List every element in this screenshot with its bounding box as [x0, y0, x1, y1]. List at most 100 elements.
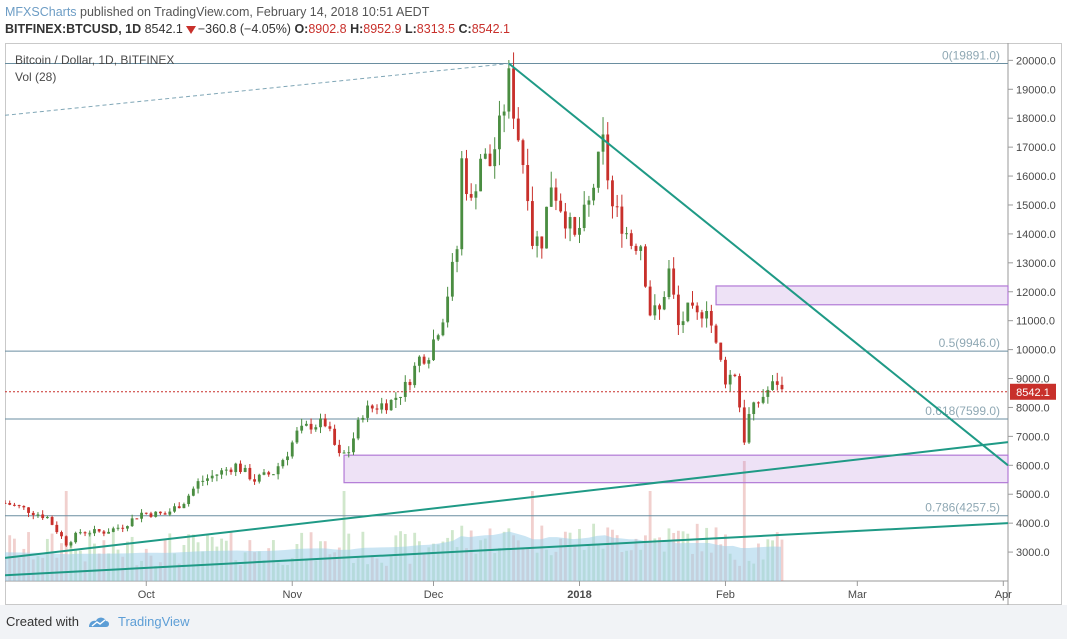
candle-up [206, 478, 209, 481]
open-label: O: [294, 22, 309, 36]
candle-up [450, 261, 454, 297]
time-axis[interactable]: Oct Nov Dec 2018 Feb Mar Apr [138, 581, 1012, 601]
candle-up [74, 532, 78, 543]
candle-up [234, 463, 238, 473]
chart-area[interactable]: 0(19891.0) 0.5(9946.0) 0.618(7599.0) 0.786(… [5, 43, 1062, 605]
candle-down [121, 527, 125, 529]
candle-up [93, 529, 96, 534]
price-axis[interactable]: 20000.0 19000.0 18000.0 17000.0 16000.0 15000… [1008, 55, 1056, 559]
candle-up [587, 200, 591, 205]
chart-header: MFXSCharts published on TradingView.com,… [0, 0, 1067, 40]
candle-down [516, 118, 520, 141]
candle-down [465, 158, 468, 195]
candle-up [460, 158, 464, 250]
candle-up [568, 217, 572, 229]
candle-down [267, 472, 271, 475]
y-tick-label: 10000.0 [1016, 345, 1056, 357]
candle-up [545, 206, 548, 249]
candle-up [601, 134, 605, 152]
candle-up [173, 506, 176, 512]
publish-info: published on TradingView.com, February 1… [80, 5, 430, 19]
candle-up [427, 360, 431, 364]
candle-down [64, 536, 68, 546]
y-tick-label: 7000.0 [1016, 431, 1050, 443]
candle-up [582, 204, 586, 228]
chart-title: Bitcoin / Dollar, 1D, BITFINEX [15, 53, 174, 67]
candle-up [389, 399, 393, 411]
candle-up [474, 191, 478, 198]
candle-down [611, 180, 614, 207]
candle-up [366, 405, 369, 418]
candle-down [629, 233, 633, 246]
open-value: 8902.8 [308, 22, 347, 36]
candle-up [45, 517, 49, 519]
candle-up [766, 389, 770, 397]
fib-level-label: 0.786(4257.5) [925, 501, 1000, 515]
candle-down [323, 418, 327, 427]
candle-up [319, 418, 322, 428]
candle-down [658, 305, 661, 310]
candle-up [69, 542, 73, 546]
last-price: 8542.1 [144, 22, 183, 36]
trendlines-layer [5, 62, 1009, 577]
candle-up [596, 151, 600, 188]
volume-bar [342, 491, 346, 581]
candle-up [286, 456, 289, 461]
candle-up [111, 528, 115, 532]
candle-up [220, 470, 224, 475]
candle-down [634, 245, 638, 251]
y-tick-label: 6000.0 [1016, 460, 1050, 472]
candle-up [761, 396, 765, 403]
candle-up [747, 414, 751, 443]
candle-up [399, 396, 402, 398]
candle-down [648, 286, 652, 316]
candle-up [592, 187, 596, 201]
x-tick-label: Oct [138, 589, 155, 601]
candle-up [196, 481, 200, 489]
y-tick-label: 3000.0 [1016, 547, 1050, 559]
candle-up [304, 423, 308, 426]
candle-down [13, 504, 16, 506]
candle-up [625, 233, 628, 235]
candle-down [144, 512, 148, 514]
fib-level-label: 0.5(9946.0) [939, 336, 1000, 350]
candle-up [300, 425, 304, 431]
candle-up [380, 403, 384, 410]
zones-layer [343, 285, 1009, 484]
price-chart[interactable]: 0(19891.0) 0.5(9946.0) 0.618(7599.0) 0.786(… [5, 43, 1062, 605]
candle-up [182, 504, 186, 509]
candle-down [733, 374, 737, 377]
candle-down [163, 513, 167, 515]
y-tick-label: 16000.0 [1016, 171, 1056, 183]
candle-down [709, 310, 713, 326]
candle-down [742, 407, 746, 443]
candle-down [385, 403, 388, 411]
y-tick-label: 17000.0 [1016, 142, 1056, 154]
y-tick-label: 15000.0 [1016, 200, 1056, 212]
candle-up [483, 153, 487, 159]
candle-up [432, 339, 435, 361]
candle-up [417, 356, 421, 366]
candle-up [578, 227, 581, 235]
candle-down [563, 211, 567, 229]
created-with-label: Created with [6, 614, 79, 629]
candle-up [262, 472, 266, 475]
price-change: −360.8 (−4.05%) [197, 22, 291, 36]
candle-down [253, 479, 256, 482]
candle-up [352, 438, 355, 453]
candle-up [507, 68, 511, 112]
candle-up [498, 115, 501, 150]
candle-up [681, 321, 685, 326]
tradingview-link[interactable]: TradingView [118, 614, 190, 629]
y-tick-label: 4000.0 [1016, 518, 1050, 530]
candle-up [130, 518, 134, 527]
close-value: 8542.1 [471, 22, 510, 36]
candle-up [493, 149, 497, 167]
candle-down [375, 408, 379, 410]
candle-up [276, 466, 280, 475]
author-link[interactable]: MFXSCharts [5, 5, 77, 19]
candle-up [36, 514, 40, 516]
last-price-label: 8542.1 [1016, 387, 1050, 399]
candle-up [107, 531, 111, 534]
candle-down [738, 376, 742, 408]
